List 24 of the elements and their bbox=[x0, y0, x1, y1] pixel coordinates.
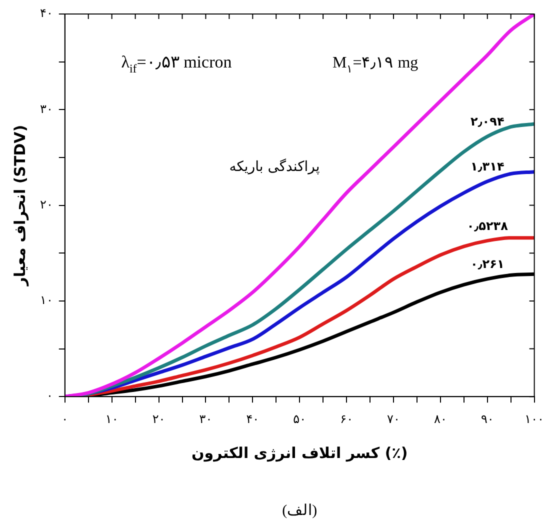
y-axis-title: انحراف معیار (STDV) bbox=[10, 124, 29, 287]
x-tick-label: ۵۰ bbox=[293, 412, 306, 426]
x-tick-label: ۶۰ bbox=[340, 412, 353, 426]
series-label: ۰٫۵۲۳۸ bbox=[466, 218, 509, 233]
x-tick-label: ۷۰ bbox=[387, 412, 400, 426]
x-tick-label: ۲۰ bbox=[152, 412, 166, 426]
x-tick-label: ۹۰ bbox=[480, 412, 494, 426]
x-tick-label: ۳۰ bbox=[199, 412, 212, 426]
x-axis-title: کسر اتلاف انرژی الکترون (٪) bbox=[191, 444, 408, 462]
y-tick-label: ۴۰ bbox=[40, 6, 53, 20]
x-tick-label: ۰ bbox=[62, 412, 68, 426]
y-tick-label: ۱۰ bbox=[40, 293, 53, 308]
series-label: ۲٫۰۹۴ bbox=[470, 114, 504, 129]
text: (الف) bbox=[282, 503, 318, 519]
x-tick-label: ۱۰ bbox=[105, 412, 118, 426]
x-tick-label: ۴۰ bbox=[246, 412, 260, 426]
y-tick-label: ۰ bbox=[46, 388, 53, 403]
y-tick-label: ۲۰ bbox=[40, 197, 53, 212]
y-tick-label: ۳۰ bbox=[40, 102, 53, 116]
x-tick-label: ۸۰ bbox=[434, 412, 447, 426]
series-label: ۱٫۳۱۴ bbox=[470, 160, 504, 174]
annotation: پراکندگی باریکه bbox=[229, 158, 320, 175]
series-label: ۰٫۲۶۱ bbox=[470, 257, 504, 272]
x-tick-label: ۱۰۰ bbox=[524, 412, 544, 426]
